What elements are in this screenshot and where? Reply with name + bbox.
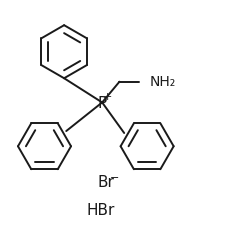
Text: −: − (109, 173, 118, 183)
Text: HBr: HBr (86, 202, 114, 217)
Text: Br: Br (97, 175, 114, 190)
Text: P: P (97, 96, 106, 110)
Text: +: + (102, 92, 111, 102)
Text: NH₂: NH₂ (149, 74, 175, 88)
